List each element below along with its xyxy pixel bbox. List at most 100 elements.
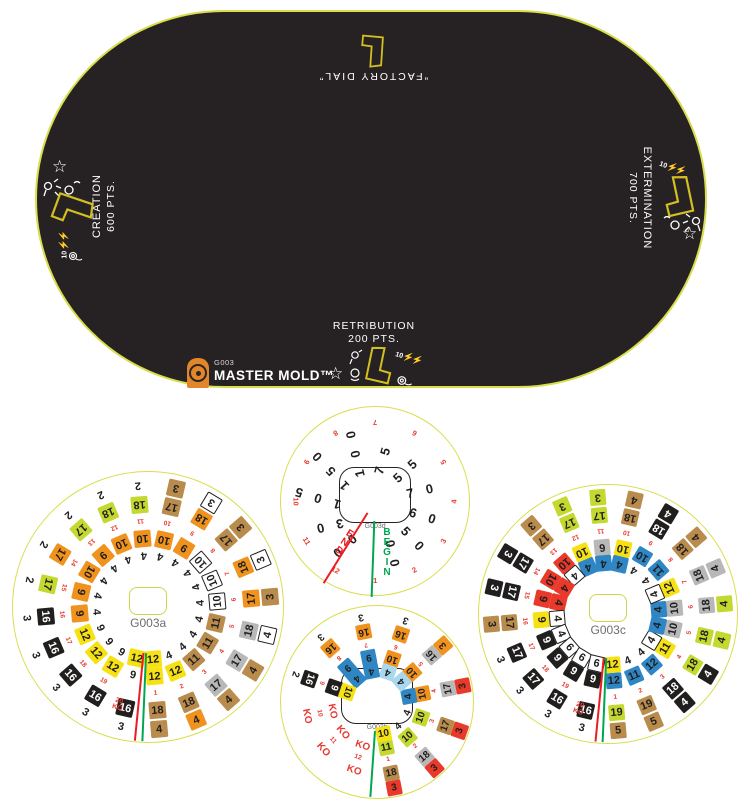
click-number: 4 [430,688,438,694]
begin-line [370,521,376,598]
click-atk-value: 10 [666,599,684,618]
dial-G003b: G003b31811101318104231710433171044316104… [280,605,474,799]
click-number: 12 [109,523,120,533]
click-number: 15 [523,591,532,600]
star-icon: ☆ [328,364,344,383]
click-number: 1 [613,693,618,701]
counter-index: 7 [373,417,378,427]
retribution-title: RETRIBUTION [332,320,416,332]
lightning-10-icon: 10⚡⚡ [394,350,423,366]
sentinel-boot-icon [364,346,392,385]
click-dmg-value: 4 [705,557,727,579]
click-number: 6 [230,597,238,602]
click-dmg-value: 3 [589,488,607,507]
sentinel-boot-icon [50,191,94,222]
click-atk-value: 10 [663,619,684,639]
counter-index: 3 [438,536,449,545]
click-dmg-value: 2 [133,479,142,492]
click-dmg-value: 4 [149,719,169,738]
click-number: 13 [86,537,97,548]
dial-label: G003d [364,522,386,530]
power-doodle-icons [349,349,363,382]
click-number: 2 [178,682,185,691]
star-icon: ☆ [682,224,698,243]
click-number: 2 [637,686,644,695]
click-def-value: 16 [354,622,373,641]
click-def-value: 16 [36,606,55,626]
retribution-start-label: RETRIBUTION 200 PTS. [304,320,444,346]
counter-index: 6 [410,427,419,438]
click-number: 3 [200,668,209,676]
retribution-points: 200 PTS. [348,333,400,345]
counter-index: 2 [410,564,419,575]
click-number: 16 [521,617,530,626]
master-mold-head-icon [187,358,209,388]
click-dmg-value: 4 [712,630,732,651]
click-dmg-value: 3 [165,478,186,499]
click-def-ko: KO [344,762,363,778]
click-atk-value: 12 [605,672,623,690]
click-number: 3 [428,718,436,724]
click-number: 12 [571,533,581,543]
click-number: 6 [687,604,695,610]
dial-G003a: G003a 4 18 12 12 1 4 18 12 4 2 4 17 11 4 3 4 17 11 4 4 4 18 11 4… [12,471,284,743]
dial-G003c: G003c 5 19 12 12 1 5 19 11 4 2 4 18 12 4 3 4 18 11 4 4 4 18 10 4… [478,484,738,744]
click-number: 9 [189,529,196,538]
click-atk-value: 9 [532,611,551,629]
click-number: 8 [666,556,675,564]
click-def-value: 18 [620,508,641,528]
power-doodle-icons [663,213,701,232]
click-dmg-value: 2 [22,575,36,585]
click-number: 19 [560,680,571,691]
star-icon: ☆ [52,157,68,176]
click-dmg-value: 5 [609,722,628,740]
snail-icon [68,251,83,261]
click-atk-value: 9 [70,603,89,623]
click-number: 9 [647,539,655,547]
click-dmg-value: 3 [484,578,504,598]
click-def-value: 17 [37,573,59,595]
extermination-title: EXTERMINATION [641,146,653,250]
click-number: 4 [217,648,226,655]
click-atk-ko: KO [325,702,339,720]
click-number: 7 [223,570,232,577]
click-number: 1 [153,689,158,697]
factory-dial-plate: “FACTORY DIAL” CREATION 600 PTS. ☆ 10⚡⚡ [35,10,707,388]
factory-dial-label: “FACTORY DIAL” [317,70,429,82]
counter-index: 4 [449,499,459,504]
click-number: 17 [527,641,537,652]
counter-value: 6 0 [407,504,443,529]
dial-label: G003c [590,623,626,638]
click-def-value: 17 [241,589,261,608]
extermination-start-label: EXTERMINATION 700 PTS. [626,138,654,258]
click-dmg-value: 4 [624,490,645,510]
click-number: 10 [163,519,172,528]
click-dmg-value: 3 [260,587,279,606]
extermination-points: 700 PTS. [627,172,639,224]
click-number: 17 [64,636,74,646]
click-def-value: 17 [439,679,457,698]
click-dmg-value: 5 [643,711,665,733]
click-def-value: 17 [161,496,182,518]
click-number: 7 [680,578,689,585]
click-dmg-value: 3 [482,615,501,634]
click-def-value: 17 [500,614,519,632]
creation-points: 600 PTS. [105,180,117,232]
dial-label: G003a [130,616,167,631]
click-def-value: 18 [130,495,149,514]
click-number: 18 [78,658,89,669]
sentinel-boot-icon [361,34,384,68]
click-spd-value: 4 [650,601,668,619]
counter-index: 10 [291,497,301,506]
click-number: 16 [58,610,67,619]
click-atk-value: 10 [132,529,152,548]
click-dmg-value: 4 [256,624,278,645]
click-def-value: 17 [590,506,609,525]
click-number: 10 [622,529,632,538]
counter-index: 11 [300,535,313,547]
click-number: 11 [597,527,605,536]
click-number: 1 [385,755,391,763]
counter-value: 5 0 [398,523,431,558]
